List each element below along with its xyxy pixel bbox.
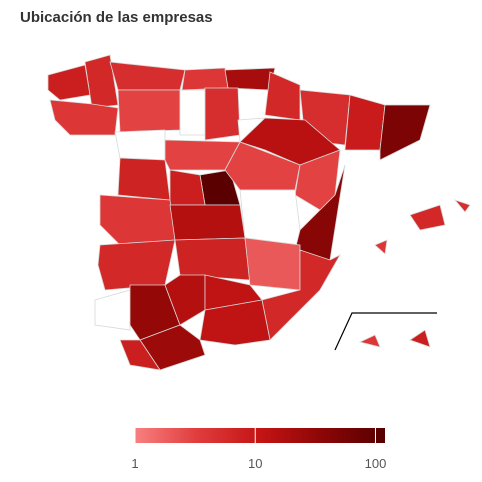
province bbox=[97, 239, 176, 291]
province bbox=[261, 249, 342, 341]
province bbox=[47, 64, 91, 101]
province bbox=[179, 89, 206, 136]
province bbox=[169, 204, 246, 241]
map bbox=[47, 54, 471, 371]
province bbox=[409, 329, 431, 348]
province bbox=[169, 169, 206, 206]
province bbox=[204, 87, 241, 141]
province bbox=[117, 157, 171, 201]
province bbox=[117, 89, 181, 133]
province bbox=[264, 71, 301, 121]
province bbox=[244, 237, 301, 291]
colorbar-tick-label: 10 bbox=[248, 456, 262, 471]
color-bar bbox=[135, 428, 385, 443]
province bbox=[181, 67, 229, 91]
province bbox=[379, 104, 431, 161]
province bbox=[344, 94, 386, 151]
colorbar-tick-label: 100 bbox=[365, 456, 387, 471]
province bbox=[114, 129, 166, 161]
canary-inset-frame bbox=[334, 312, 437, 351]
province bbox=[109, 61, 186, 91]
province bbox=[99, 194, 176, 246]
chart-title: Ubicación de las empresas bbox=[20, 9, 213, 26]
province bbox=[119, 339, 161, 371]
legend: 1 10 100 bbox=[131, 428, 386, 471]
province bbox=[174, 237, 251, 281]
province bbox=[224, 67, 276, 91]
province bbox=[453, 199, 471, 213]
province bbox=[199, 299, 271, 346]
colorbar-tick-label: 1 bbox=[131, 456, 138, 471]
province bbox=[358, 334, 381, 348]
province bbox=[164, 139, 241, 171]
province bbox=[94, 289, 131, 331]
province bbox=[374, 239, 388, 255]
province bbox=[239, 189, 301, 246]
province bbox=[49, 99, 119, 136]
province bbox=[409, 204, 446, 231]
